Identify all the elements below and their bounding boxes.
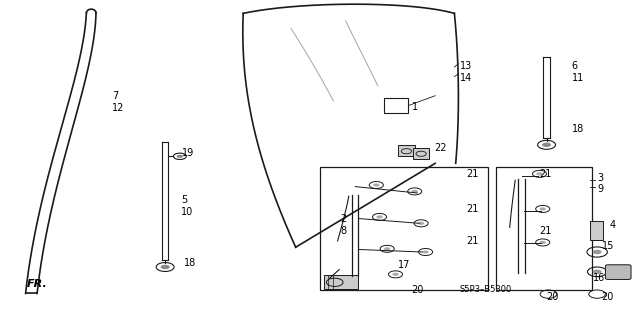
Text: S5P3–B5300: S5P3–B5300 bbox=[460, 285, 512, 294]
Circle shape bbox=[540, 241, 546, 244]
FancyBboxPatch shape bbox=[320, 167, 488, 290]
Text: 2
8: 2 8 bbox=[340, 214, 347, 236]
FancyBboxPatch shape bbox=[413, 148, 429, 159]
Text: 20: 20 bbox=[411, 285, 423, 295]
Text: 3
9: 3 9 bbox=[597, 173, 604, 194]
Circle shape bbox=[593, 270, 602, 274]
Text: FR.: FR. bbox=[27, 279, 47, 289]
Circle shape bbox=[536, 172, 543, 175]
Text: 7
12: 7 12 bbox=[112, 91, 124, 113]
Text: 13
14: 13 14 bbox=[460, 61, 472, 83]
Circle shape bbox=[384, 247, 390, 250]
Circle shape bbox=[422, 250, 429, 254]
Circle shape bbox=[593, 250, 602, 254]
Text: 1: 1 bbox=[412, 102, 418, 112]
Text: 6
11: 6 11 bbox=[572, 61, 584, 83]
Text: 16: 16 bbox=[593, 273, 605, 283]
Text: 15: 15 bbox=[602, 241, 614, 251]
Text: 19: 19 bbox=[182, 148, 195, 158]
FancyBboxPatch shape bbox=[590, 221, 603, 240]
FancyBboxPatch shape bbox=[496, 167, 592, 290]
FancyBboxPatch shape bbox=[324, 275, 358, 289]
Text: 20: 20 bbox=[546, 292, 558, 302]
Circle shape bbox=[542, 143, 551, 147]
Text: 21: 21 bbox=[466, 236, 478, 246]
Text: 21: 21 bbox=[540, 226, 552, 236]
Circle shape bbox=[540, 207, 546, 211]
Text: 22: 22 bbox=[434, 143, 447, 153]
Circle shape bbox=[373, 183, 380, 187]
Text: 18: 18 bbox=[184, 258, 196, 268]
Text: 20: 20 bbox=[602, 292, 614, 302]
FancyBboxPatch shape bbox=[398, 145, 415, 156]
Text: 17: 17 bbox=[398, 260, 410, 271]
Circle shape bbox=[418, 222, 424, 225]
Text: 21: 21 bbox=[466, 204, 478, 214]
Text: 21: 21 bbox=[540, 169, 552, 179]
FancyBboxPatch shape bbox=[605, 265, 631, 279]
FancyBboxPatch shape bbox=[384, 98, 408, 113]
Circle shape bbox=[392, 273, 399, 276]
Circle shape bbox=[161, 265, 170, 269]
Text: 4: 4 bbox=[610, 220, 616, 230]
Circle shape bbox=[412, 190, 418, 193]
Circle shape bbox=[376, 215, 383, 219]
Text: 5
10: 5 10 bbox=[181, 195, 193, 217]
Circle shape bbox=[177, 155, 183, 158]
Text: 18: 18 bbox=[572, 124, 584, 134]
Text: 21: 21 bbox=[466, 169, 478, 179]
